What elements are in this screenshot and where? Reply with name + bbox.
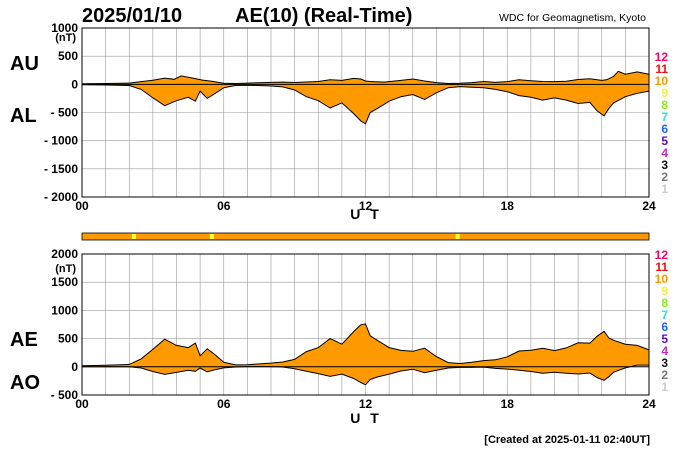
x-tick-label: 06 <box>217 397 231 411</box>
x-tick-label: 18 <box>501 199 515 213</box>
plot-title: AE(10) (Real-Time) <box>235 5 412 27</box>
y-tick-label: - 500 <box>51 106 79 120</box>
y-tick-label: 500 <box>58 332 78 346</box>
legend-entry: 8 <box>661 98 668 112</box>
station-count-highlights <box>131 234 460 239</box>
legend-entry: 2 <box>661 368 668 382</box>
x-tick-label: 12 <box>359 199 373 213</box>
legend-entry: 12 <box>655 248 669 262</box>
x-tick-label: 00 <box>75 199 89 213</box>
y-unit-label: (nT) <box>55 263 76 275</box>
legend-entry: 4 <box>661 344 668 358</box>
legend-entry: 2 <box>661 170 668 184</box>
y-tick-label: 1500 <box>51 275 78 289</box>
legend-entry: 9 <box>661 86 668 100</box>
series-line-au <box>81 70 650 85</box>
x-tick-label: 00 <box>75 397 89 411</box>
legend-entry: 9 <box>661 284 668 298</box>
y-tick-label: - 2000 <box>44 190 78 204</box>
x-axis-label: U T <box>350 410 382 426</box>
station-count-drop-marker <box>131 234 136 239</box>
station-count-bar <box>81 232 650 241</box>
y-tick-label: 2000 <box>51 247 78 261</box>
legend-entry: 11 <box>655 260 668 274</box>
legend-entry: 3 <box>661 158 668 172</box>
created-timestamp: [Created at 2025-01-11 02:40UT] <box>484 434 650 446</box>
y-tick-label: 1000 <box>51 303 78 317</box>
series-line-ao <box>82 364 649 386</box>
series-line-al <box>81 84 650 125</box>
legend-entry: 4 <box>661 146 668 160</box>
y-unit-label: (nT) <box>55 32 76 44</box>
au-label: AU <box>10 53 39 75</box>
station-count-drop-marker <box>455 234 460 239</box>
al-label: AL <box>10 105 37 127</box>
x-tick-label: 06 <box>217 199 231 213</box>
legend-entry: 10 <box>655 272 669 286</box>
data-credit: WDC for Geomagnetism, Kyoto <box>499 12 646 24</box>
x-axis-label: U T <box>350 206 382 222</box>
x-tick-label: 12 <box>359 397 373 411</box>
station-count-drop-marker <box>209 234 214 239</box>
legend-entry: 6 <box>661 320 668 334</box>
y-tick-label: - 1500 <box>44 162 78 176</box>
x-tick-label: 18 <box>501 397 515 411</box>
legend-entry: 11 <box>655 62 668 76</box>
legend-entry: 12 <box>655 50 669 64</box>
y-tick-label: 0 <box>71 360 78 374</box>
y-tick-label: 1000 <box>51 21 78 35</box>
legend-entry: 6 <box>661 122 668 136</box>
plot-frame <box>81 253 650 396</box>
legend-entry: 7 <box>661 308 668 322</box>
ao-label: AO <box>10 372 40 394</box>
legend-entry: 10 <box>655 74 669 88</box>
y-tick-label: 0 <box>71 77 78 91</box>
legend-entry: 1 <box>661 182 668 196</box>
station-count-strip <box>81 232 650 241</box>
plot-date: 2025/01/10 <box>82 5 182 27</box>
x-tick-label: 24 <box>642 397 656 411</box>
legend-entry: 7 <box>661 110 668 124</box>
series-line-ae <box>81 323 650 367</box>
x-tick-label: 24 <box>642 199 656 213</box>
legend-entry: 8 <box>661 296 668 310</box>
y-tick-label: - 1000 <box>44 134 78 148</box>
series-band-fill <box>82 323 649 385</box>
legend-entry: 1 <box>661 380 668 394</box>
legend-entry: 5 <box>661 332 668 346</box>
ae-label: AE <box>10 329 38 351</box>
y-tick-label: 500 <box>58 49 78 63</box>
plot-frame <box>81 27 650 198</box>
legend-entry: 3 <box>661 356 668 370</box>
y-tick-label: - 500 <box>51 388 79 402</box>
au-al-panel: AU AL (nT) U T 1000 500 0 - 500 - 1000 - 1500… <box>10 21 656 222</box>
legend-entry: 5 <box>661 134 668 148</box>
